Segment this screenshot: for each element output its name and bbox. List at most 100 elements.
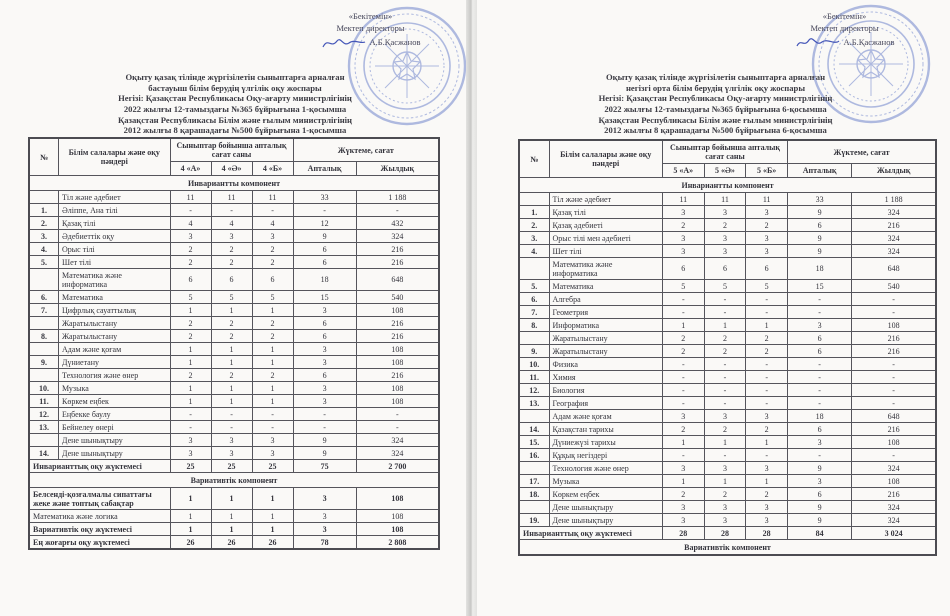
table-row: 7. Цифрлық сауаттылық 1 1 1 3 108 bbox=[28, 303, 440, 317]
value-cell: 3 bbox=[292, 394, 357, 408]
value-cell: - bbox=[251, 203, 294, 217]
value-cell: 3 bbox=[292, 303, 357, 317]
title-line: 2022 жылғы 12-тамыздағы №365 бұйрығына 1… bbox=[123, 103, 347, 114]
subject-label: Технология және өнер bbox=[548, 461, 663, 475]
director-name: А.Б.Қасжанов bbox=[843, 37, 895, 48]
value-cell: 18 bbox=[787, 409, 853, 423]
value-cell: - bbox=[169, 203, 212, 217]
row-number bbox=[518, 331, 550, 345]
value-cell: 648 bbox=[851, 409, 937, 423]
table-row: Тіл және әдебиет 11 11 11 33 1 188 bbox=[518, 192, 937, 206]
value-cell: 3 bbox=[210, 433, 253, 447]
value-cell: 2 bbox=[251, 255, 294, 269]
value-cell: 6 bbox=[703, 257, 747, 280]
row-number: 3. bbox=[518, 231, 550, 245]
value-cell: 3 bbox=[745, 500, 789, 514]
value-cell: 2 bbox=[210, 329, 253, 343]
value-cell: 3 bbox=[210, 446, 253, 460]
document-title: Оқыту қазақ тілінде жүргізілетін сыныпта… bbox=[507, 72, 924, 136]
table-row: 19. Дене шынықтыру 3 3 3 9 324 bbox=[518, 513, 937, 527]
value-cell: - bbox=[787, 357, 853, 371]
value-cell: 2 bbox=[169, 242, 212, 256]
value-cell: - bbox=[703, 396, 747, 410]
row-number: 7. bbox=[518, 305, 550, 319]
row-number: 18. bbox=[518, 487, 550, 501]
table-row: Инварианттық оқу жүктемесі 25 25 25 75 2 700 bbox=[28, 459, 440, 473]
title-line: негізгі орта білім берудің үлгілік оқу ж… bbox=[625, 82, 806, 93]
value-cell: 3 bbox=[251, 446, 294, 460]
value-cell: 1 bbox=[745, 435, 789, 449]
table-row: 7. Геометрия - - - - - bbox=[518, 305, 937, 319]
col-header-classes-group: Сыныптар бойынша апталық сағат саны bbox=[169, 137, 294, 162]
value-cell: - bbox=[661, 448, 705, 462]
subject-label: Дене шынықтыру bbox=[548, 513, 663, 527]
summary-label: Белсенді-қозғалмалы сипаттағы жеке және … bbox=[28, 487, 171, 510]
value-cell: 75 bbox=[292, 459, 357, 473]
section-band-row: Инвариантты компонент bbox=[518, 177, 937, 193]
table-row: Технология және өнер 2 2 2 6 216 bbox=[28, 368, 440, 382]
col-header-class: 5 «А» bbox=[661, 163, 705, 178]
col-header-weekly: Апталық bbox=[292, 161, 357, 176]
value-cell: 216 bbox=[355, 329, 440, 343]
subject-label: Физика bbox=[548, 357, 663, 371]
table-row: 11. Көркем еңбек 1 1 1 3 108 bbox=[28, 394, 440, 408]
subject-label: Тіл және әдебиет bbox=[548, 192, 663, 206]
value-cell: - bbox=[703, 448, 747, 462]
table-row: Белсенді-қозғалмалы сипаттағы жеке және … bbox=[28, 487, 440, 510]
value-cell: 1 bbox=[169, 355, 212, 369]
subject-label: Цифрлық сауаттылық bbox=[58, 303, 171, 317]
value-cell: 6 bbox=[169, 268, 212, 291]
table-row: 10. Физика - - - - - bbox=[518, 357, 937, 371]
subject-label: Математика bbox=[58, 290, 171, 304]
table-row: 17. Музыка 1 1 1 3 108 bbox=[518, 474, 937, 488]
value-cell: 216 bbox=[851, 487, 937, 501]
value-cell: 6 bbox=[292, 255, 357, 269]
value-cell: 3 bbox=[745, 461, 789, 475]
row-number: 17. bbox=[518, 474, 550, 488]
value-cell: 2 bbox=[745, 487, 789, 501]
value-cell: 11 bbox=[661, 192, 705, 206]
director-name: А.Б.Қасжанов bbox=[369, 37, 421, 48]
row-number: 8. bbox=[518, 318, 550, 332]
value-cell: 2 700 bbox=[355, 459, 440, 473]
value-cell: 11 bbox=[169, 190, 212, 204]
value-cell: - bbox=[745, 370, 789, 384]
subject-label: Дене шынықтыру bbox=[58, 433, 171, 447]
value-cell: - bbox=[355, 203, 440, 217]
col-header-load-group: Жүктеме, сағат bbox=[292, 137, 440, 162]
value-cell: - bbox=[787, 396, 853, 410]
value-cell: 3 bbox=[703, 500, 747, 514]
value-cell: 6 bbox=[787, 218, 853, 232]
title-line: Оқыту қазақ тілінде жүргізілетін сыныпта… bbox=[605, 72, 826, 82]
value-cell: 2 bbox=[169, 329, 212, 343]
value-cell: 33 bbox=[292, 190, 357, 204]
value-cell: 2 bbox=[661, 422, 705, 436]
subject-label: Музыка bbox=[58, 381, 171, 395]
value-cell: 3 bbox=[787, 474, 853, 488]
value-cell: 108 bbox=[355, 355, 440, 369]
value-cell: 2 bbox=[210, 368, 253, 382]
value-cell: 108 bbox=[355, 522, 440, 536]
value-cell: 6 bbox=[210, 268, 253, 291]
table-row: 5. Шет тілі 2 2 2 6 216 bbox=[28, 255, 440, 269]
value-cell: 3 bbox=[292, 381, 357, 395]
table-row: Ең жоғарғы оқу жүктемесі 26 26 26 78 2 808 bbox=[28, 535, 440, 550]
subject-label: Химия bbox=[548, 370, 663, 384]
subject-label: Бейнелеу өнері bbox=[58, 420, 171, 434]
approval-block: «Бекітемін» Мектеп директоры А.Б.Қасжано… bbox=[283, 10, 458, 51]
value-cell: 3 bbox=[661, 513, 705, 527]
value-cell: - bbox=[251, 407, 294, 421]
col-header-weekly: Апталық bbox=[787, 163, 853, 178]
value-cell: 3 bbox=[661, 205, 705, 219]
value-cell: 3 bbox=[210, 229, 253, 243]
value-cell: 2 bbox=[169, 316, 212, 330]
table-row: 16. Құқық негіздері - - - - - bbox=[518, 448, 937, 462]
value-cell: 108 bbox=[355, 487, 440, 510]
row-number bbox=[28, 190, 60, 204]
value-cell: 5 bbox=[745, 279, 789, 293]
subject-label: Қазақ тілі bbox=[58, 216, 171, 230]
subject-label: Дүниетану bbox=[58, 355, 171, 369]
table-row: Дене шынықтыру 3 3 3 9 324 bbox=[28, 433, 440, 447]
value-cell: 1 bbox=[169, 342, 212, 356]
value-cell: 1 bbox=[169, 509, 212, 523]
